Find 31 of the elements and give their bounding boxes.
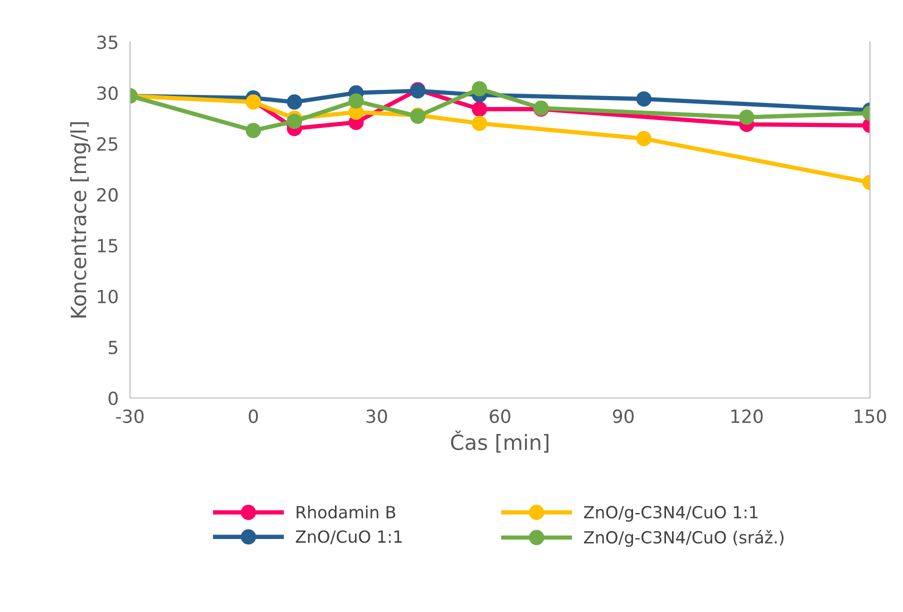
y-tick-label: 20: [97, 188, 118, 202]
point: [348, 93, 364, 109]
point: [472, 81, 488, 96]
legend-label: Rhodamin B: [296, 506, 396, 518]
y-tick-label: 35: [97, 35, 118, 50]
x-tick-label: 120: [731, 409, 763, 424]
point: [636, 91, 652, 107]
point: [286, 94, 302, 110]
y-tick-label: 30: [97, 86, 118, 100]
y-tick-label: 25: [97, 137, 118, 151]
y-tick-label: 5: [108, 340, 118, 354]
legend-label: ZnO/g-C3N4/CuO 1:1: [584, 506, 758, 522]
point: [246, 122, 261, 138]
x-tick-label: 150: [854, 409, 886, 424]
x-tick-label: 30: [366, 409, 387, 424]
y-axis-title: Koncentrace [mg/l]: [70, 122, 90, 318]
point: [472, 101, 488, 117]
x-tick-label: 0: [248, 409, 258, 424]
point: [286, 114, 302, 129]
legend-label: ZnO/CuO 1:1: [296, 530, 402, 544]
x-tick-label: 90: [612, 409, 634, 424]
y-tick-label: 10: [98, 290, 118, 304]
x-axis-title: Čas [min]: [451, 430, 548, 453]
point: [636, 130, 652, 146]
y-tick-label: 15: [98, 239, 118, 253]
x-tick-label: 60: [490, 409, 510, 424]
point: [739, 110, 754, 125]
point: [472, 116, 488, 132]
legend-label: ZnO/g-C3N4/CuO (sráž.): [584, 530, 784, 547]
y-tick-label: 0: [108, 391, 118, 406]
x-tick-label: -30: [116, 409, 144, 424]
